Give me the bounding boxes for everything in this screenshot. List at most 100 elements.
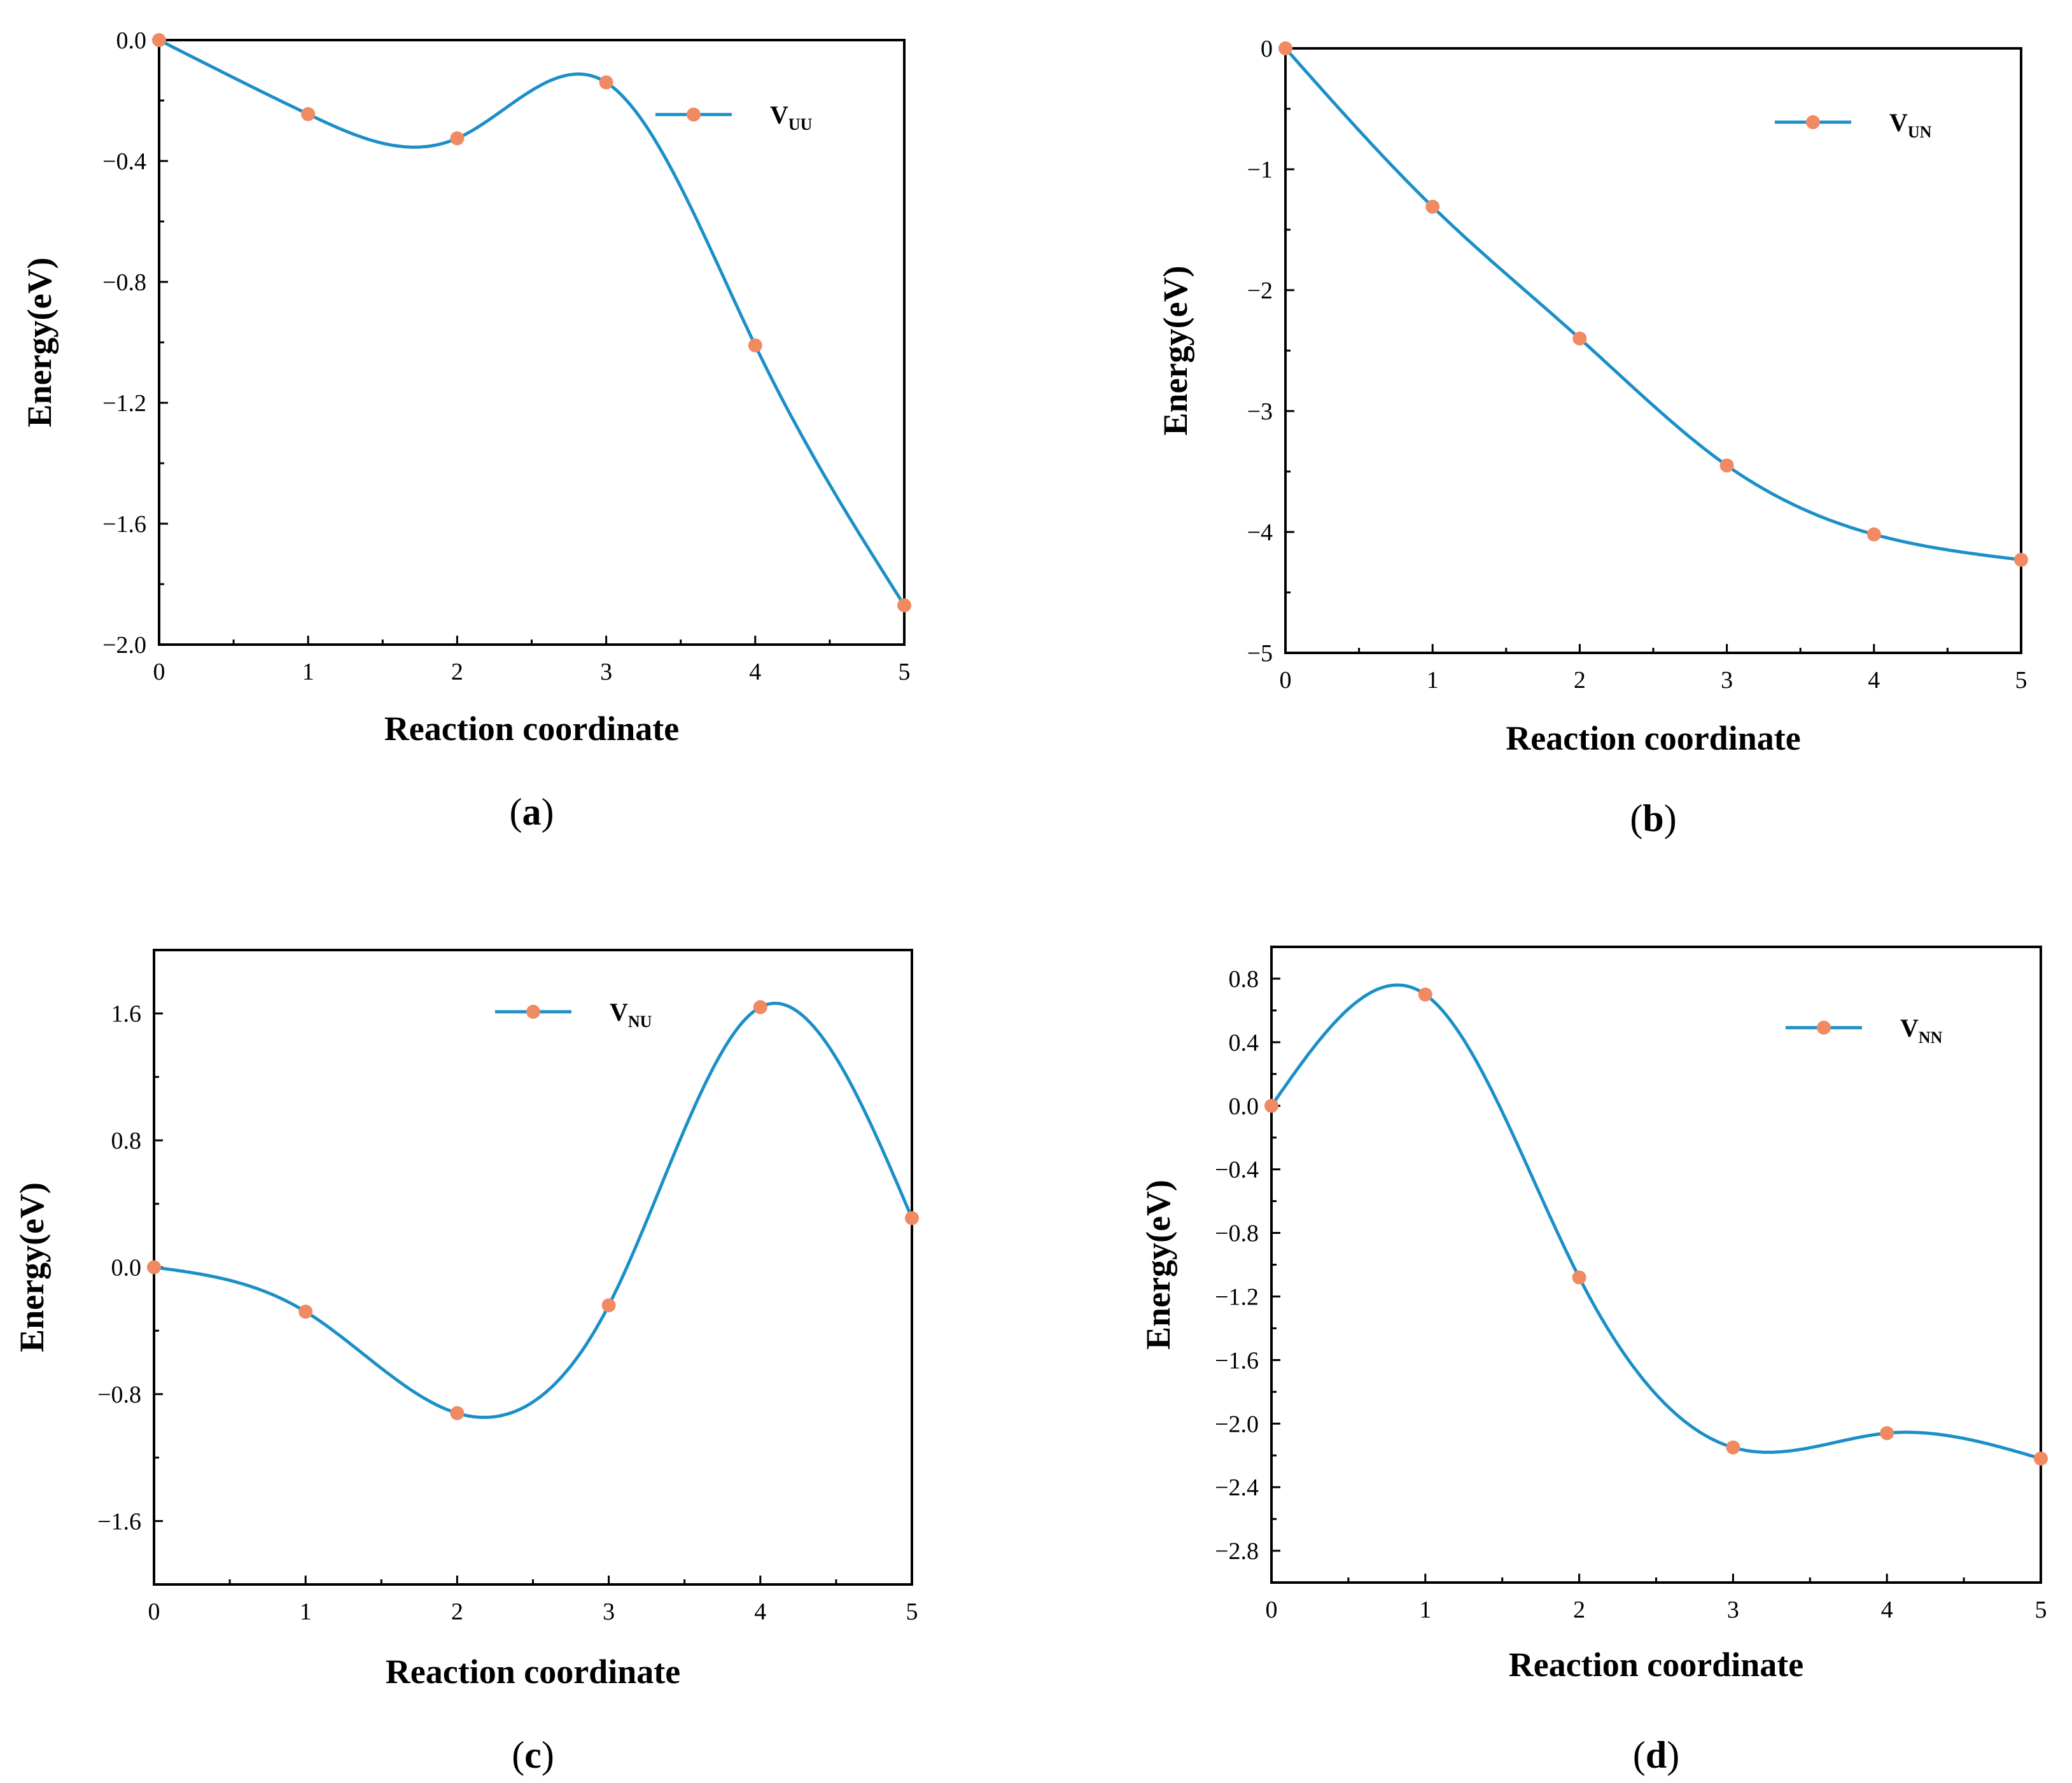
- panel-label-letter: b: [1642, 797, 1663, 839]
- plot-frame: [153, 949, 913, 1586]
- data-point: [1572, 332, 1587, 346]
- x-tick-label: 4: [1881, 1597, 1893, 1623]
- panel-label-open-paren: (: [512, 1734, 524, 1776]
- data-point: [147, 1260, 161, 1275]
- data-point: [1726, 1440, 1740, 1455]
- data-point: [450, 131, 465, 146]
- x-tick-label: 1: [1419, 1597, 1431, 1623]
- x-tick-label: 1: [1427, 667, 1439, 694]
- data-point: [301, 107, 316, 122]
- y-tick-label: 1.6: [111, 1001, 142, 1028]
- panel-label: (b): [1630, 797, 1676, 839]
- legend-marker: [1817, 1021, 1831, 1035]
- x-tick-label: 5: [2015, 667, 2027, 694]
- data-point: [1264, 1098, 1278, 1113]
- y-tick-label: 0.4: [1229, 1030, 1259, 1056]
- series-line-uu: [158, 38, 906, 606]
- legend-label: VNN: [1900, 1014, 1943, 1047]
- y-tick-label: −0.8: [102, 269, 146, 296]
- panel-label: (a): [510, 791, 554, 833]
- x-tick-label: 4: [1868, 667, 1880, 694]
- y-tick-label: −1.2: [1215, 1283, 1259, 1310]
- panel-label-letter: c: [524, 1734, 542, 1776]
- panel-label: (d): [1633, 1734, 1679, 1776]
- legend-label-subscript: UN: [1908, 123, 1932, 141]
- x-axis-title: Reaction coordinate: [1509, 1646, 1803, 1684]
- x-tick-label: 5: [2035, 1597, 2047, 1623]
- x-axis-title: Reaction coordinate: [384, 710, 679, 748]
- data-point: [2014, 552, 2028, 567]
- x-tick-label: 2: [1573, 1597, 1585, 1623]
- x-tick-label: 0: [148, 1598, 160, 1625]
- data-point: [2034, 1451, 2048, 1466]
- y-tick-label: −5: [1247, 640, 1273, 667]
- y-tick-label: 0.8: [1229, 966, 1259, 993]
- chart-panel-b: 0 1 2 3 4 5 0 −1 −2 −3 −4 −5 Reaction coordinate Ener…: [1156, 36, 2028, 839]
- data-point: [599, 75, 613, 90]
- x-tick-label: 4: [754, 1598, 766, 1625]
- panel-label-close-paren: ): [542, 791, 554, 833]
- data-point: [1880, 1426, 1894, 1441]
- legend-label-subscript: NN: [1919, 1028, 1943, 1047]
- panel-label-open-paren: (: [1633, 1734, 1646, 1776]
- y-tick-label: 0.8: [111, 1128, 142, 1154]
- data-point: [1719, 458, 1734, 473]
- y-axis-title: Energy(eV): [1139, 1180, 1177, 1350]
- data-point: [905, 1211, 919, 1226]
- x-tick-label: 3: [603, 1598, 615, 1625]
- y-axis-title: Energy(eV): [13, 1182, 51, 1352]
- panel-label-letter: a: [522, 791, 542, 833]
- data-point: [1425, 199, 1440, 214]
- panel-label-close-paren: ): [1664, 797, 1677, 839]
- y-axis-title: Energy(eV): [20, 258, 59, 428]
- x-axis-title: Reaction coordinate: [1506, 719, 1800, 757]
- data-point: [1866, 527, 1881, 542]
- legend-marker: [526, 1005, 540, 1019]
- panel-label-open-paren: (: [510, 791, 522, 833]
- y-tick-label: −1.6: [1215, 1347, 1259, 1374]
- y-tick-label: −0.4: [1215, 1157, 1259, 1184]
- panel-label: (c): [512, 1734, 554, 1776]
- chart-panel-c: 0 1 2 3 4 5 1.6 0.8 0.0 −0.8 −1.6 Reaction coordina…: [13, 949, 919, 1776]
- x-tick-label: 3: [600, 659, 612, 685]
- legend-label-main: V: [1889, 108, 1908, 137]
- x-tick-label: 2: [451, 1598, 463, 1625]
- y-tick-label: 0.0: [116, 27, 147, 54]
- y-tick-label: −0.4: [102, 148, 146, 175]
- y-tick-label: −2: [1247, 277, 1273, 304]
- legend-label-main: V: [770, 101, 788, 129]
- legend-label-main: V: [610, 998, 628, 1026]
- legend-label-subscript: NU: [628, 1012, 652, 1031]
- x-tick-label: 0: [153, 659, 165, 685]
- y-tick-label: −1.6: [102, 511, 146, 538]
- chart-panel-d: 0 1 2 3 4 5 0.8 0.4 0.0 −0.4 −0.8 −1.2 −1.6 −2.0 −2.4 −…: [1139, 946, 2048, 1776]
- data-point: [748, 338, 762, 353]
- data-point: [601, 1298, 616, 1313]
- y-tick-label: −0.8: [97, 1381, 141, 1408]
- x-tick-label: 0: [1266, 1597, 1278, 1623]
- series-line-nn: [1270, 983, 2041, 1460]
- series-line-un: [1284, 47, 2022, 562]
- x-tick-label: 3: [1721, 667, 1733, 694]
- y-tick-label: −0.8: [1215, 1220, 1259, 1247]
- x-tick-label: 2: [1574, 667, 1586, 694]
- x-tick-label: 3: [1727, 1597, 1739, 1623]
- x-axis-title: Reaction coordinate: [386, 1653, 680, 1691]
- x-tick-label: 1: [302, 659, 314, 685]
- y-tick-label: −2.8: [1215, 1538, 1259, 1565]
- y-tick-label: −2.0: [102, 632, 146, 659]
- y-tick-label: 0: [1261, 36, 1273, 62]
- legend-label: VUN: [1889, 108, 1932, 141]
- legend-label-main: V: [1900, 1014, 1919, 1042]
- legend-marker: [1806, 115, 1820, 129]
- data-point: [753, 1000, 767, 1014]
- legend-marker: [687, 108, 701, 122]
- panel-label-open-paren: (: [1630, 797, 1642, 839]
- data-point: [450, 1406, 465, 1420]
- chart-panel-a: 0 1 2 3 4 5 0.0 −0.4 −0.8 −1.2 −1.6 −2.0 Reaction co…: [20, 27, 911, 833]
- x-tick-label: 2: [451, 659, 463, 685]
- data-point: [897, 598, 911, 613]
- x-tick-label: 0: [1280, 667, 1292, 694]
- y-axis-title: Energy(eV): [1156, 266, 1194, 436]
